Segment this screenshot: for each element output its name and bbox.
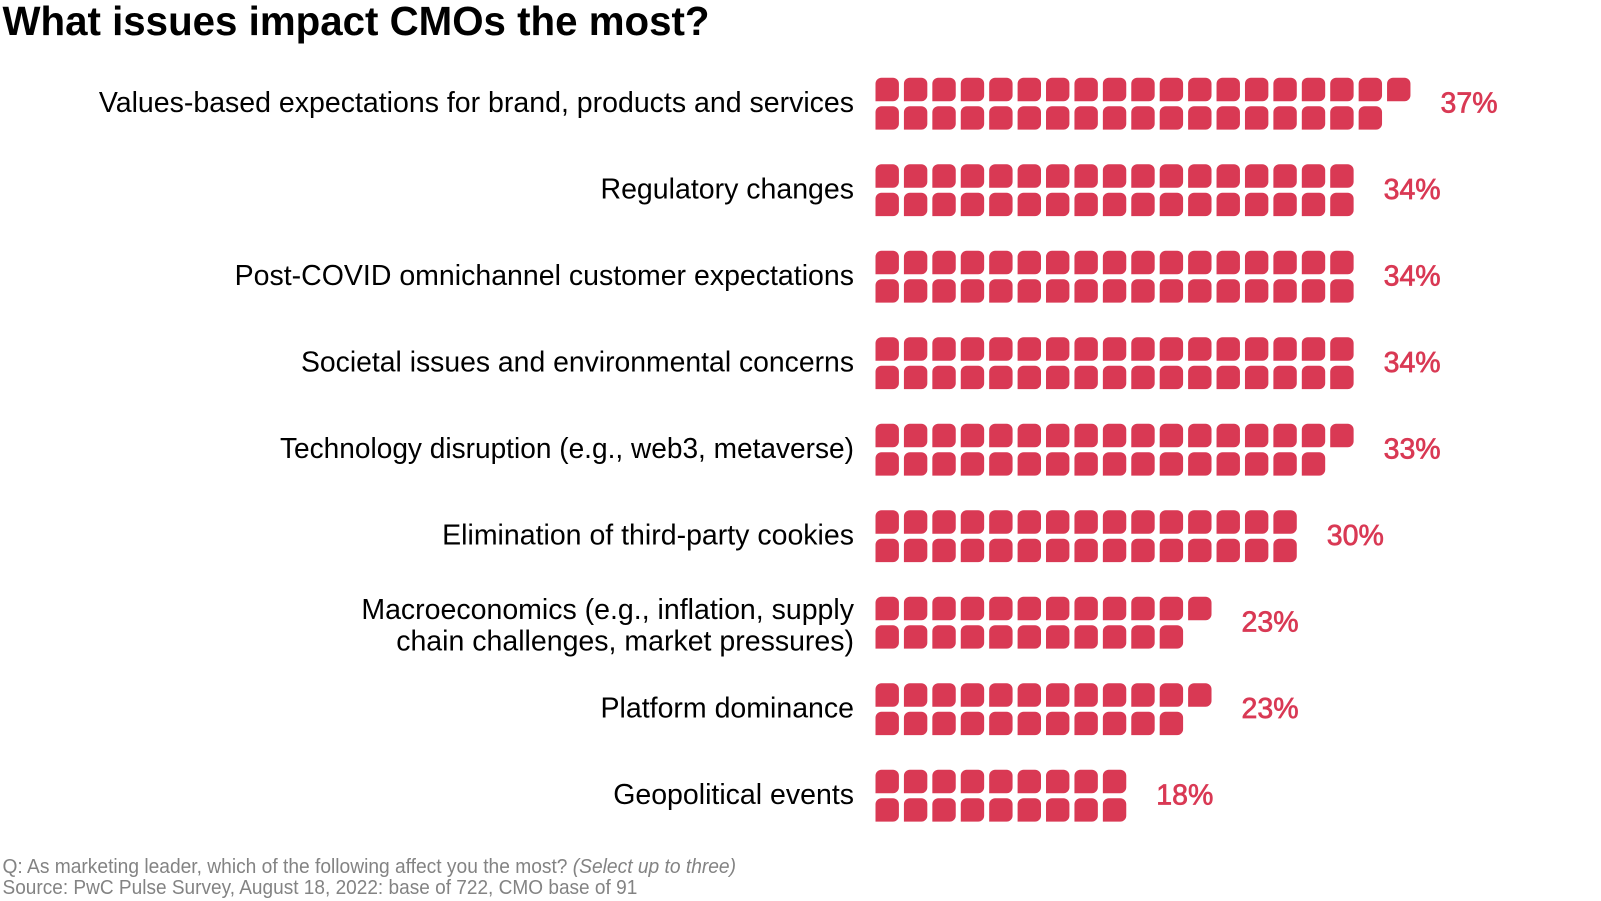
svg-text:33%: 33% bbox=[1384, 434, 1441, 466]
svg-text:34%: 34% bbox=[1384, 174, 1441, 206]
svg-text:34%: 34% bbox=[1384, 347, 1441, 379]
svg-text:Source: PwC Pulse Survey, Augu: Source: PwC Pulse Survey, August 18, 202… bbox=[3, 876, 638, 899]
svg-text:Technology disruption (e.g., w: Technology disruption (e.g., web3, metav… bbox=[280, 433, 854, 465]
svg-text:Geopolitical events: Geopolitical events bbox=[613, 779, 854, 811]
svg-text:Platform dominance: Platform dominance bbox=[601, 693, 854, 725]
svg-text:Values-based expectations for: Values-based expectations for brand, pro… bbox=[99, 87, 854, 119]
svg-text:23%: 23% bbox=[1242, 693, 1299, 725]
svg-text:Post-COVID omnichannel custome: Post-COVID omnichannel customer expectat… bbox=[235, 260, 854, 292]
svg-text:chain challenges, market press: chain challenges, market pressures) bbox=[396, 625, 854, 657]
svg-text:37%: 37% bbox=[1441, 88, 1498, 120]
svg-text:34%: 34% bbox=[1384, 261, 1441, 293]
svg-text:Societal issues and environmen: Societal issues and environmental concer… bbox=[301, 347, 854, 379]
svg-text:23%: 23% bbox=[1242, 607, 1299, 639]
svg-text:Macroeconomics (e.g., inflatio: Macroeconomics (e.g., inflation, supply bbox=[361, 594, 854, 626]
svg-text:Elimination of third-party coo: Elimination of third-party cookies bbox=[442, 520, 854, 552]
svg-text:18%: 18% bbox=[1156, 780, 1213, 812]
svg-text:30%: 30% bbox=[1327, 520, 1384, 552]
svg-text:Regulatory changes: Regulatory changes bbox=[601, 174, 855, 206]
svg-text:What issues impact CMOs the mo: What issues impact CMOs the most? bbox=[3, 0, 710, 44]
svg-text:Q: As marketing leader, which: Q: As marketing leader, which of the fol… bbox=[3, 855, 737, 878]
